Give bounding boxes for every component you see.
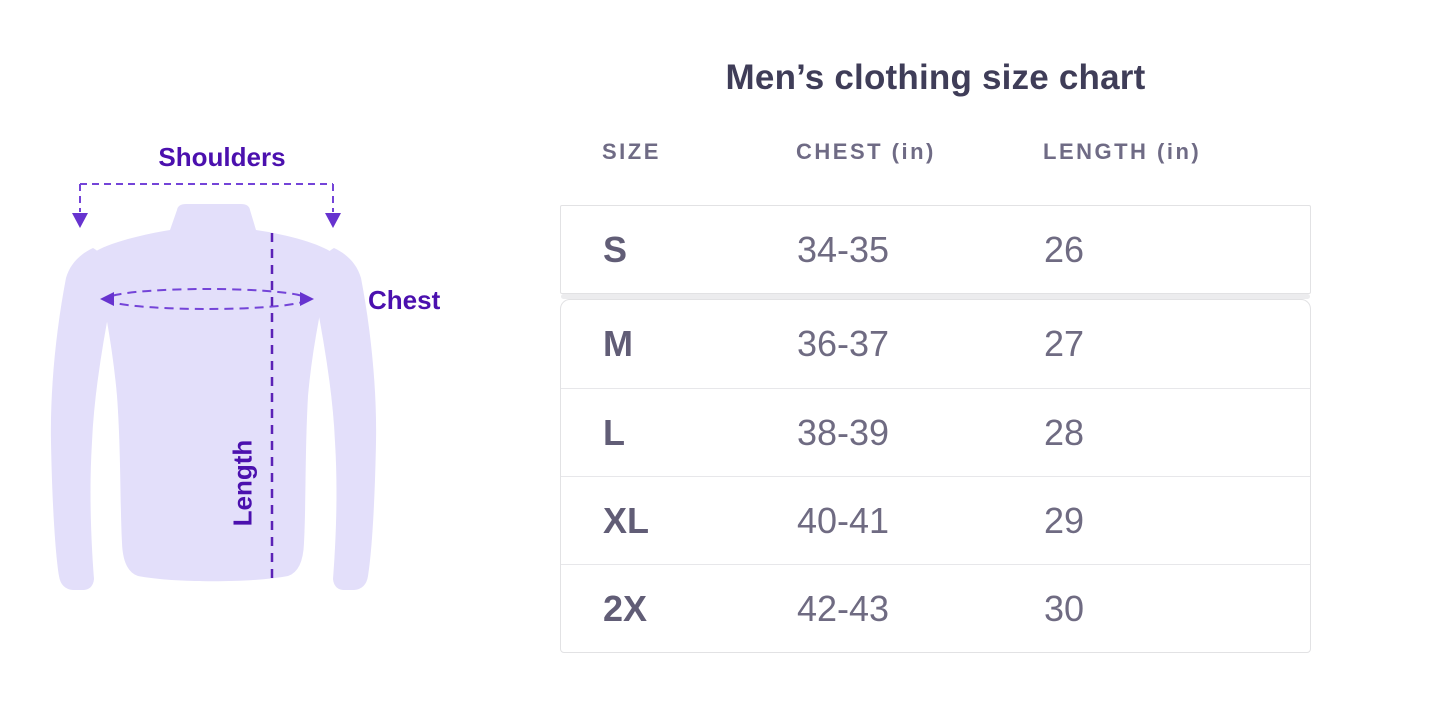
table-row: XL 40-41 29 — [561, 476, 1310, 564]
column-header-length: LENGTH (in) — [1043, 139, 1202, 164]
page-title: Men’s clothing size chart — [725, 58, 1146, 97]
size-row-card-first: S 34-35 26 — [560, 205, 1311, 294]
column-header-size: SIZE — [602, 139, 661, 164]
size-rows-card: M 36-37 27 L 38-39 28 XL 40-41 29 2X 42-… — [560, 299, 1311, 653]
chest-measure-ellipse — [100, 288, 314, 310]
chest-label: Chest — [368, 285, 441, 315]
card-divider-band — [561, 294, 1310, 299]
size-cell: L — [603, 411, 625, 453]
chest-cell: 36-37 — [797, 323, 890, 364]
size-cell: XL — [603, 499, 650, 541]
length-cell: 28 — [1044, 411, 1085, 453]
table-row: 2X 42-43 30 — [561, 564, 1310, 652]
size-cell: M — [603, 323, 633, 364]
column-header-chest: CHEST (in) — [796, 139, 936, 164]
table-header-row: SIZE CHEST (in) LENGTH (in) — [560, 139, 1311, 165]
shirt-measurement-diagram — [50, 183, 377, 590]
table-row: M 36-37 27 — [561, 300, 1310, 388]
length-cell: 29 — [1044, 499, 1085, 541]
size-cell: S — [603, 228, 628, 270]
chest-cell: 40-41 — [797, 499, 890, 541]
size-cell: 2X — [603, 587, 648, 629]
shirt-back-illustration — [50, 204, 377, 590]
length-label: Length — [227, 439, 258, 527]
size-table: S 34-35 26 M 36-37 27 L 38-39 28 XL 40-4… — [560, 205, 1311, 653]
table-row: S 34-35 26 — [561, 206, 1310, 293]
length-cell: 26 — [1044, 228, 1085, 270]
length-cell: 27 — [1044, 323, 1085, 364]
shoulders-label: Shoulders — [158, 142, 286, 172]
chest-cell: 42-43 — [797, 587, 890, 629]
length-cell: 30 — [1044, 587, 1085, 629]
table-row: L 38-39 28 — [561, 388, 1310, 476]
chest-cell: 38-39 — [797, 411, 890, 453]
chest-cell: 34-35 — [797, 228, 890, 270]
shoulders-measure-arrows — [72, 183, 341, 228]
